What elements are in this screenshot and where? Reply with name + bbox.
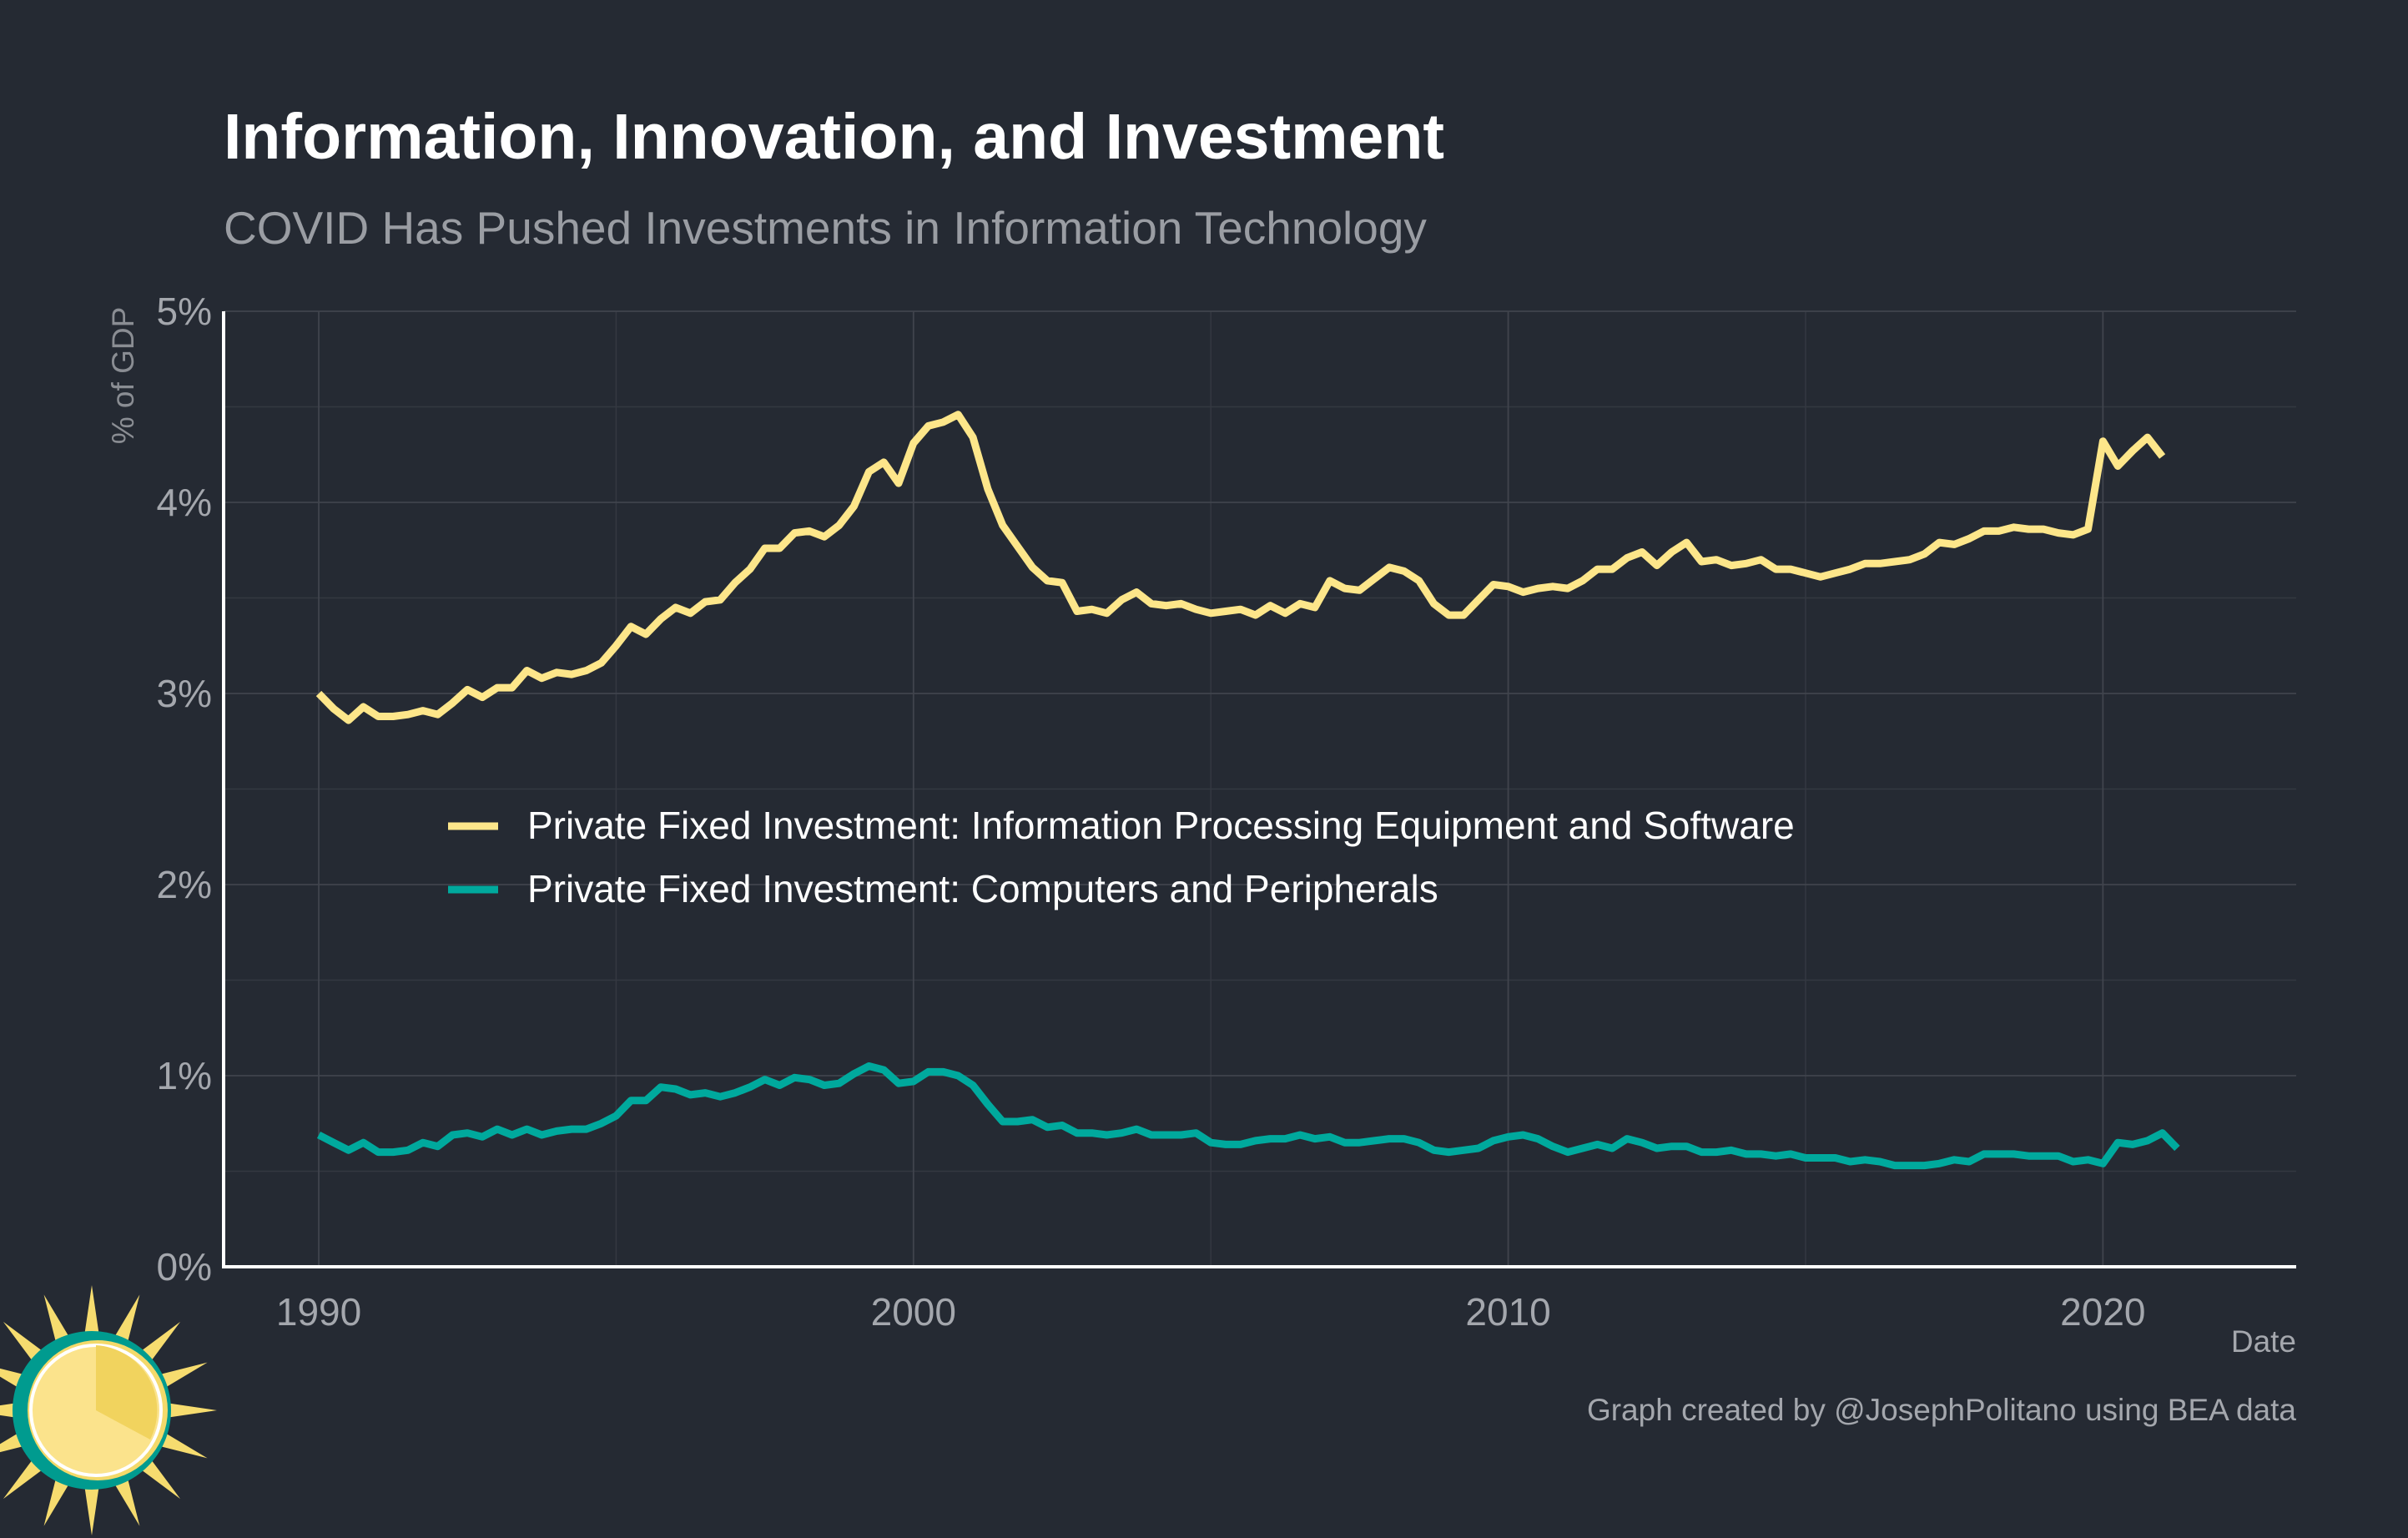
sun-ray bbox=[158, 1401, 217, 1419]
series-line-2 bbox=[316, 1062, 2180, 1170]
y-tick-label: 4% bbox=[157, 481, 212, 524]
x-tick-label: 2010 bbox=[1465, 1290, 1550, 1334]
legend: Private Fixed Investment: Information Pr… bbox=[448, 804, 1795, 910]
x-axis-label: Date bbox=[2231, 1324, 2296, 1359]
chart-title: Information, Innovation, and Investment bbox=[224, 101, 1444, 173]
sun-ray bbox=[83, 1476, 101, 1535]
chart-caption: Graph created by @JosephPolitano using B… bbox=[1587, 1393, 2296, 1427]
gridlines bbox=[224, 310, 2296, 1267]
y-tick-label: 1% bbox=[157, 1054, 212, 1097]
y-tick-label: 5% bbox=[157, 290, 212, 333]
x-tick-label: 2020 bbox=[2060, 1290, 2145, 1334]
legend-label-series-2: Private Fixed Investment: Computers and … bbox=[527, 867, 1438, 910]
y-axis-label: % of GDP bbox=[106, 307, 140, 445]
chart-subtitle: COVID Has Pushed Investments in Informat… bbox=[224, 202, 1427, 254]
series-lines bbox=[315, 411, 2180, 1170]
x-tick-label: 2000 bbox=[871, 1290, 956, 1334]
x-tick-label: 1990 bbox=[276, 1290, 361, 1334]
series-line-1 bbox=[315, 411, 2166, 724]
tick-labels: 1990 2000 2010 2020 0% 1% 2% 3% 4% 5% bbox=[157, 290, 2146, 1334]
y-tick-label: 2% bbox=[157, 863, 212, 906]
y-tick-label: 0% bbox=[157, 1245, 212, 1288]
sun-logo-icon bbox=[0, 1285, 217, 1535]
sun-ray bbox=[83, 1285, 101, 1344]
y-tick-label: 3% bbox=[157, 672, 212, 715]
legend-label-series-1: Private Fixed Investment: Information Pr… bbox=[527, 804, 1795, 847]
axes bbox=[222, 311, 2296, 1268]
